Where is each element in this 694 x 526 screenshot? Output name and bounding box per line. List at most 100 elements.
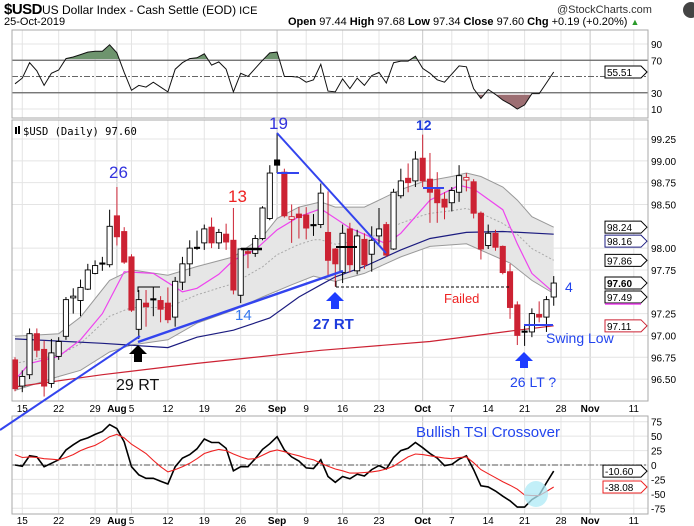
arrow-up-icon xyxy=(129,345,147,362)
price-tick-label: 99.00 xyxy=(651,157,676,168)
candle xyxy=(528,308,535,338)
bollinger-middle-line xyxy=(14,207,554,364)
candle xyxy=(368,226,375,272)
candle xyxy=(499,245,506,275)
label-swing-low: Swing Low xyxy=(546,330,615,346)
last-value-tag: -10.60 xyxy=(602,464,648,478)
candle-body xyxy=(361,238,368,266)
rsi-tick-label: 90 xyxy=(651,40,663,51)
candle xyxy=(244,249,252,269)
date-tick-label: 16 xyxy=(337,404,349,415)
value-tag-text: 97.86 xyxy=(607,256,632,267)
label-failed: Failed xyxy=(444,291,479,306)
instrument-name: US Dollar Index - Cash Settle (EOD) ICE xyxy=(42,3,257,17)
last-value-tag: -38.08 xyxy=(602,480,648,494)
candle xyxy=(113,187,120,246)
candle-body xyxy=(106,225,113,266)
candle-body xyxy=(419,157,426,182)
label-peak-19: 19 xyxy=(269,114,288,133)
low-value: 97.34 xyxy=(432,16,461,28)
candle xyxy=(26,328,33,380)
value-tag-box xyxy=(604,253,648,267)
date-tick-label: Aug xyxy=(107,516,126,526)
candle-body xyxy=(303,214,310,229)
candle xyxy=(142,290,150,327)
candle-body xyxy=(528,313,535,333)
candle-body xyxy=(485,232,492,246)
value-tag-box xyxy=(604,290,648,304)
candle xyxy=(266,165,273,221)
price-tick-label: 98.75 xyxy=(651,179,676,190)
candle xyxy=(303,207,310,240)
candle-body xyxy=(448,190,455,204)
last-value-tag: 55.51 xyxy=(604,65,648,79)
arrow-up-icon xyxy=(326,292,344,309)
candle xyxy=(506,263,514,319)
rsi-tick-label: 70 xyxy=(651,56,663,67)
tsi-signal-line xyxy=(14,433,554,497)
candle xyxy=(310,214,317,236)
candle xyxy=(550,276,557,306)
candle-body xyxy=(543,299,550,318)
candle-body xyxy=(317,192,324,226)
candle xyxy=(441,192,448,220)
candle xyxy=(128,254,135,312)
candle xyxy=(412,151,419,188)
candle xyxy=(485,224,492,249)
date-tick-label: 26 xyxy=(235,516,247,526)
candle xyxy=(164,287,171,324)
value-tag-text: -10.60 xyxy=(605,467,634,478)
candle-body xyxy=(492,232,499,248)
value-tag-text: 55.51 xyxy=(607,68,632,79)
candle-body xyxy=(193,246,201,249)
date-tick-label: Nov xyxy=(581,404,600,415)
candle xyxy=(477,211,484,260)
candle xyxy=(92,260,99,275)
candle xyxy=(77,279,84,317)
last-value-tag: 97.49 xyxy=(604,290,648,305)
candle-body xyxy=(150,298,157,301)
date-tick-label: 16 xyxy=(337,516,349,526)
candle xyxy=(150,287,157,317)
price-legend: $USD (Daily) 97.60 xyxy=(15,126,137,138)
candle xyxy=(215,228,222,249)
candle-body xyxy=(499,245,506,274)
candlestick-icon-bar xyxy=(18,126,20,134)
candle xyxy=(135,290,142,339)
candle-body xyxy=(128,256,135,311)
candle xyxy=(193,230,201,250)
date-tick-label: 5 xyxy=(129,516,135,526)
date-tick-label: 11 xyxy=(629,516,640,526)
rsi-tick-label: 10 xyxy=(651,105,663,116)
candle-body xyxy=(456,175,463,193)
candle-body xyxy=(48,352,55,384)
candle xyxy=(12,357,19,392)
label-tsi-crossover: Bullish TSI Crossover xyxy=(416,424,560,441)
annotations-drawings xyxy=(0,132,553,507)
candle-body xyxy=(397,180,404,197)
candle-body xyxy=(172,280,179,318)
date-tick-label: 7 xyxy=(449,516,455,526)
date-tick-label: 15 xyxy=(17,516,29,526)
candle-body xyxy=(237,248,244,296)
quote-date: 25-Oct-2019 xyxy=(4,16,66,28)
legend-text: $USD (Daily) 97.60 xyxy=(23,126,137,138)
label-29-rt: 29 RT xyxy=(116,377,160,394)
candle xyxy=(157,296,164,323)
candle xyxy=(70,288,77,314)
date-tick-label: 14 xyxy=(483,516,495,526)
symbol: $USD xyxy=(4,1,43,18)
value-tag-text: 97.11 xyxy=(607,322,632,333)
tsi-frame xyxy=(11,415,649,515)
value-tag-box xyxy=(604,319,648,333)
candle-body xyxy=(164,302,171,321)
date-tick-label: Sep xyxy=(268,516,286,526)
candle xyxy=(361,233,368,270)
candle-body xyxy=(339,232,346,274)
candle xyxy=(448,187,455,212)
candle-body xyxy=(368,239,375,255)
candle xyxy=(332,248,339,287)
date-tick-label: 14 xyxy=(483,404,495,415)
candle-body xyxy=(121,231,128,263)
candle xyxy=(237,248,244,304)
